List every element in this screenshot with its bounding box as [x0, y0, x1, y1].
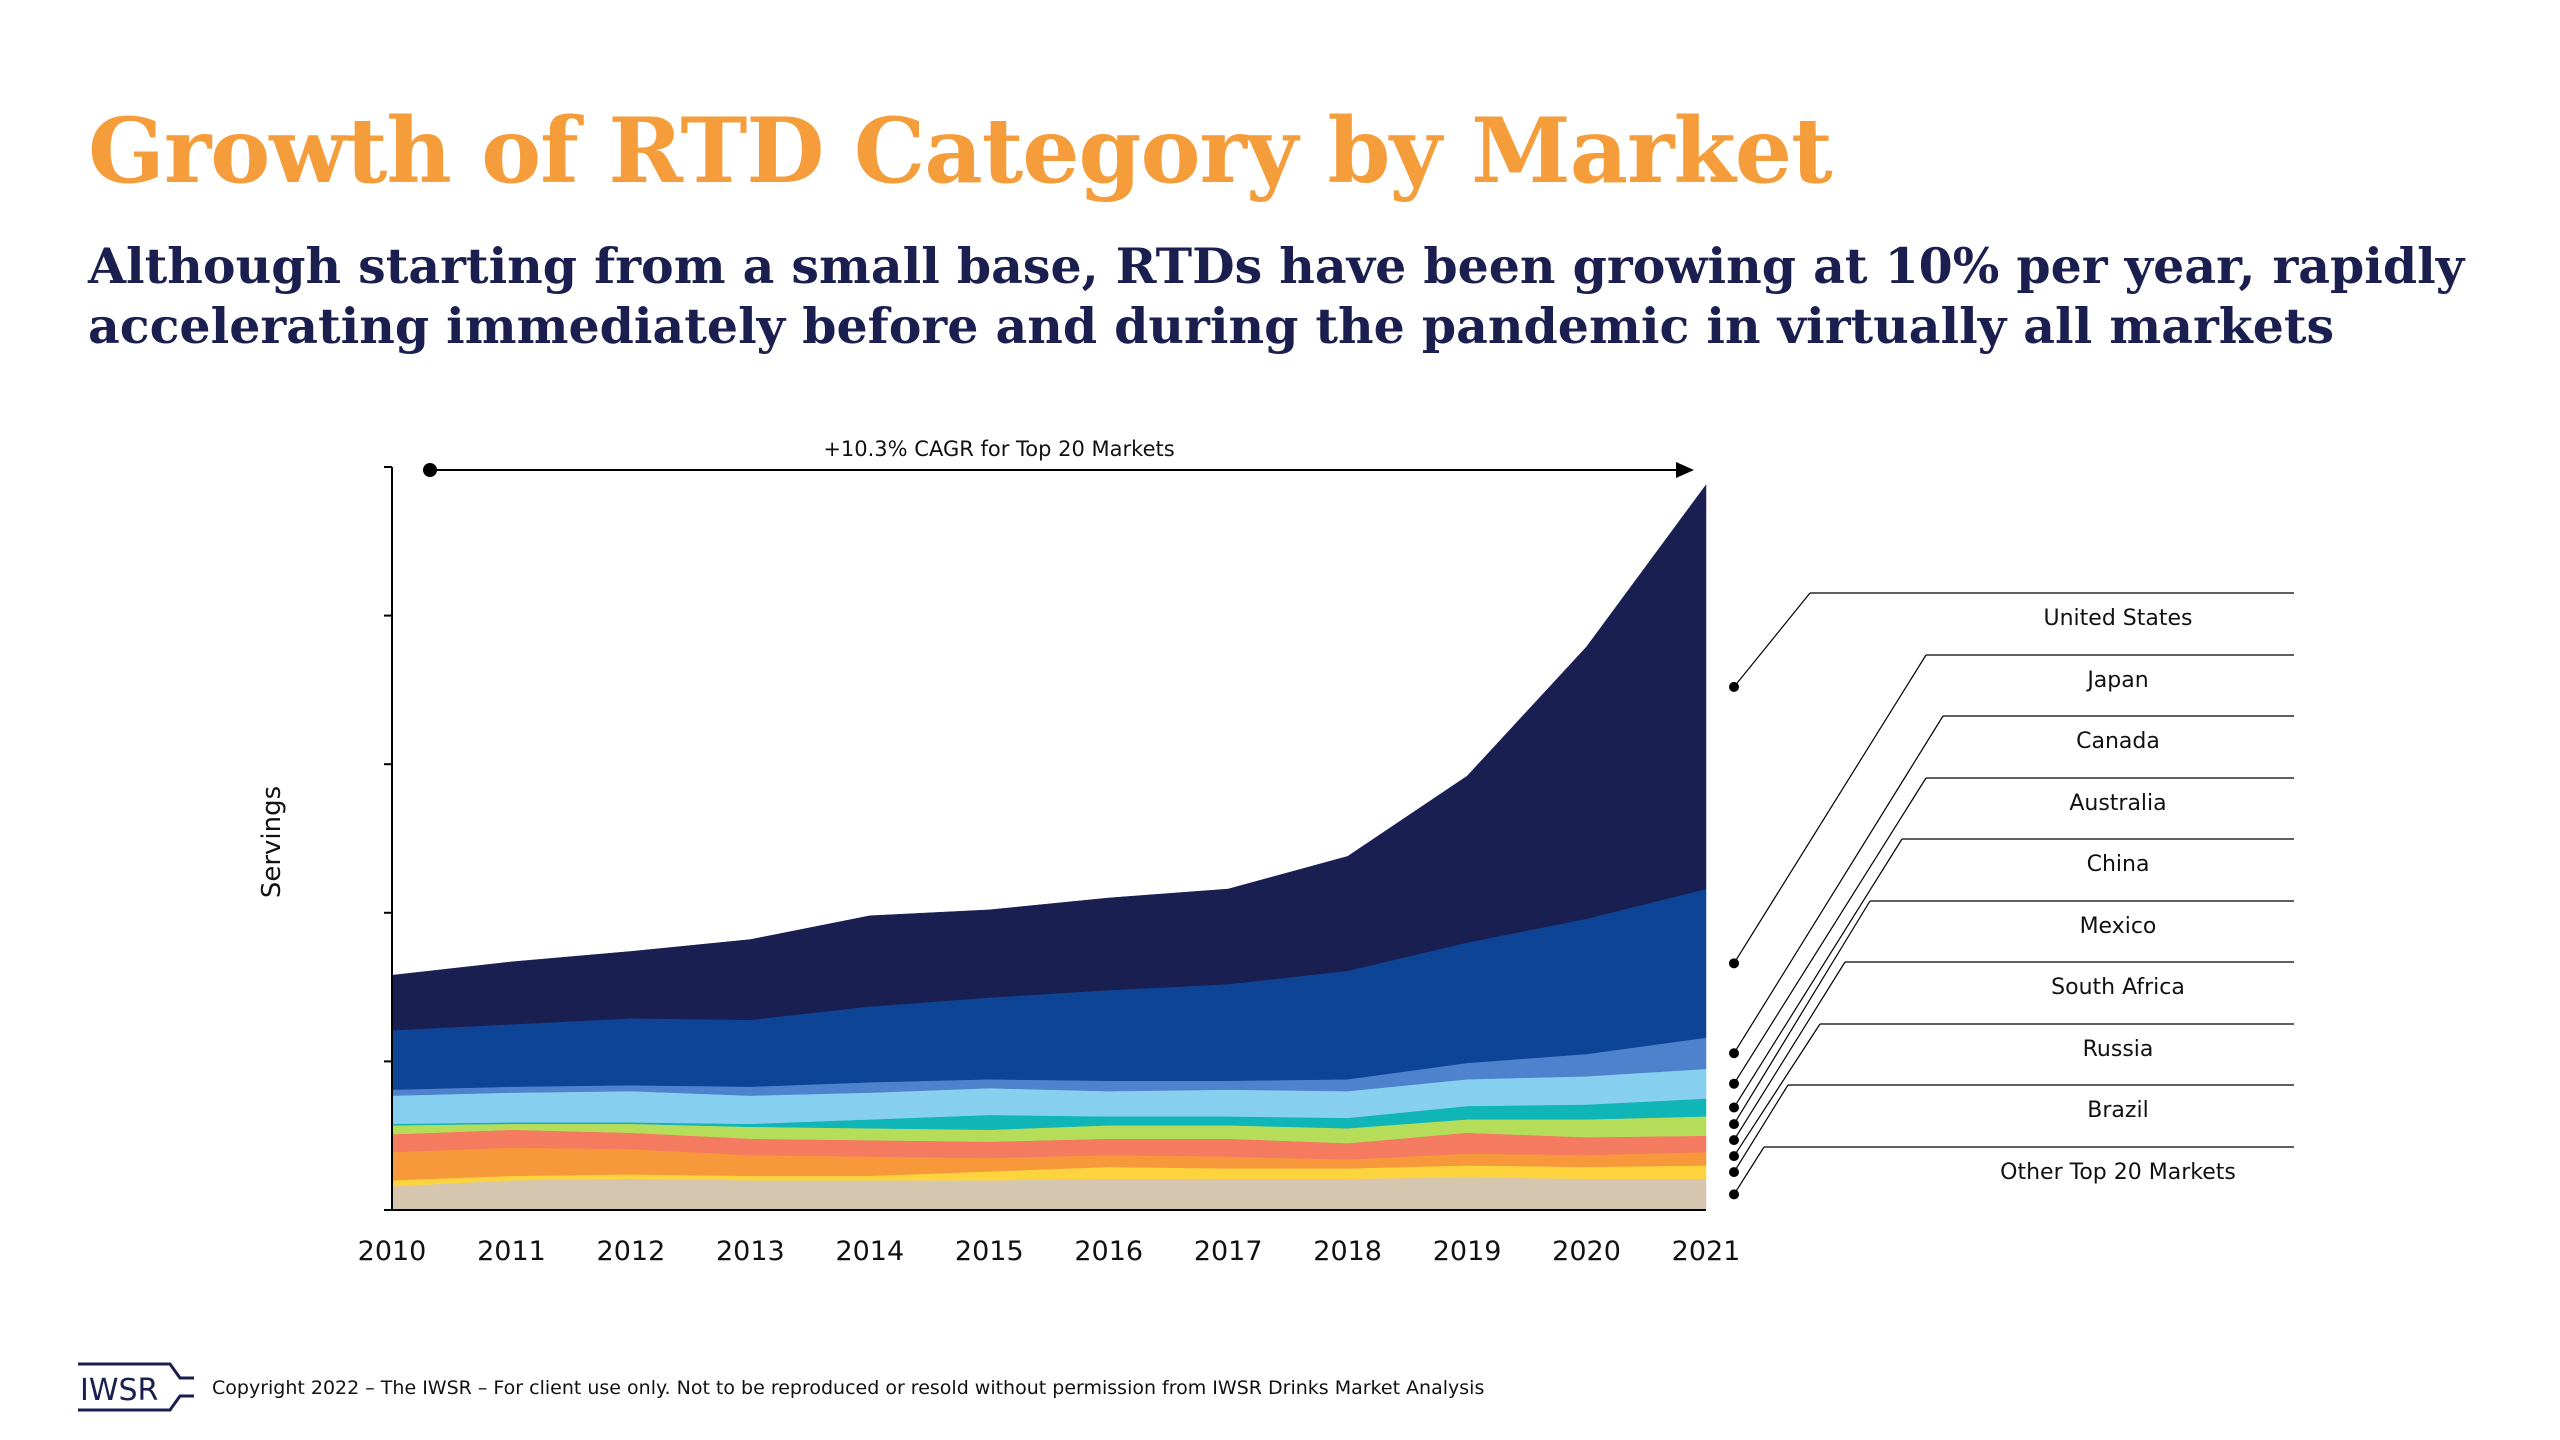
leader-dot [1729, 1189, 1739, 1200]
logo: IWSR [80, 1373, 158, 1408]
x-tick-label: 2016 [1074, 1236, 1143, 1267]
leader-dot [1729, 1135, 1739, 1146]
x-tick-label: 2011 [477, 1236, 546, 1267]
leader-line [1733, 1023, 1821, 1157]
subtitle: Although starting from a small base, RTD… [88, 237, 2465, 355]
x-tick-label: 2017 [1194, 1236, 1263, 1267]
leader-line [1733, 1084, 1789, 1173]
title: Growth of RTD Category by Market [88, 98, 1833, 204]
x-tick-label: 2021 [1672, 1236, 1741, 1267]
legend-label: Canada [2076, 729, 2160, 754]
copyright: Copyright 2022 – The IWSR – For client u… [212, 1377, 1484, 1399]
legend-label: Mexico [2080, 914, 2157, 939]
x-tick-label: 2014 [835, 1236, 904, 1267]
leader-line [1733, 1146, 1765, 1195]
legend-label: Brazil [2087, 1098, 2148, 1123]
leader-dot [1729, 1167, 1739, 1178]
leader-dot [1729, 1151, 1739, 1162]
leader-dot [1729, 1119, 1739, 1130]
arrow-head [1676, 462, 1694, 478]
x-tick-label: 2019 [1433, 1236, 1502, 1267]
area [391, 484, 1707, 1031]
x-tick-label: 2020 [1552, 1236, 1621, 1267]
leader-line [1733, 900, 1871, 1125]
leader-dot [1729, 1102, 1739, 1113]
leader-dot [1729, 1048, 1739, 1059]
legend-label: United States [2044, 606, 2193, 631]
leader-dot [1729, 681, 1739, 692]
x-tick-label: 2012 [597, 1236, 666, 1267]
area [391, 1177, 1707, 1211]
logo-shape [78, 1362, 194, 1412]
x-tick-label: 2015 [955, 1236, 1024, 1267]
leader-line [1733, 654, 1927, 964]
x-tick-label: 2013 [716, 1236, 785, 1267]
legend-label: Other Top 20 Markets [2000, 1160, 2236, 1185]
areas [391, 484, 1707, 1211]
legend-label: Australia [2069, 791, 2166, 816]
y-axis-title: Servings [257, 786, 287, 898]
leader-line [1733, 592, 1811, 688]
leader-dot [1729, 1078, 1739, 1089]
leader-line [1733, 961, 1846, 1141]
legend-label: Russia [2083, 1037, 2154, 1062]
leader-line [1733, 777, 1927, 1085]
legend-label: South Africa [2051, 975, 2185, 1000]
legend-label: China [2087, 852, 2150, 877]
x-tick-label: 2018 [1313, 1236, 1382, 1267]
leader-line [1733, 715, 1944, 1054]
leader-dot [1729, 958, 1739, 969]
annotation: +10.3% CAGR for Top 20 Markets [823, 437, 1174, 461]
legend-label: Japan [2085, 668, 2148, 693]
leader-line [1733, 838, 1903, 1108]
x-tick-label: 2010 [358, 1236, 427, 1267]
